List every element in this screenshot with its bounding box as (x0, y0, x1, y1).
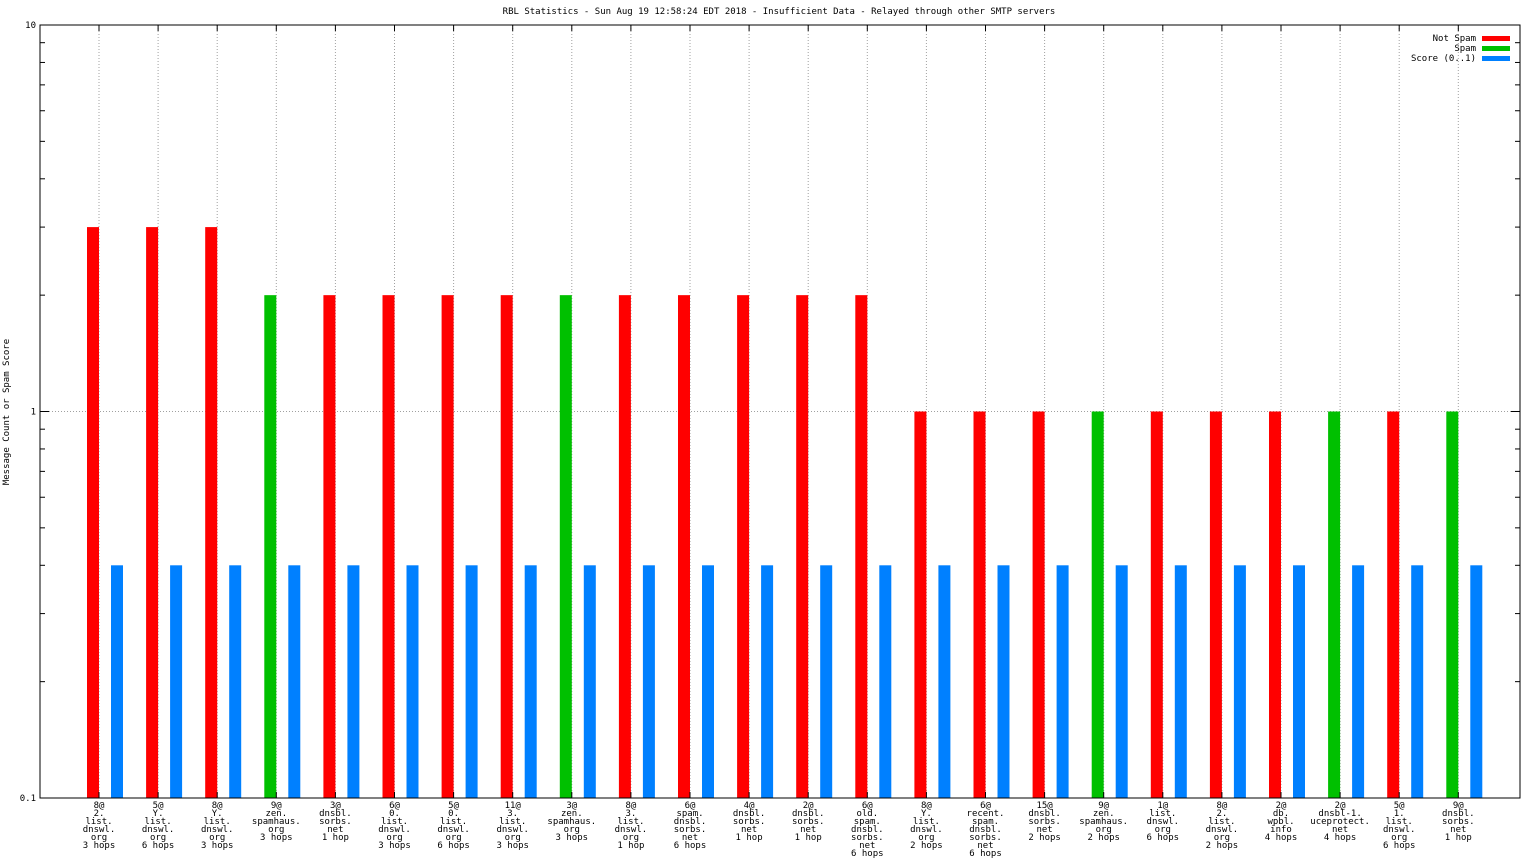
bar-score-0-1-2 (229, 565, 242, 798)
bar-score-0-1-0 (111, 565, 123, 798)
bar-score-0-1-18 (1174, 565, 1187, 798)
x-tick-label: 2@ dnsbl-1. uceprotect. net 4 hops (1310, 801, 1370, 843)
bars (87, 227, 1483, 798)
bar-score-0-1-21 (1352, 565, 1365, 798)
bar-spam-23 (1446, 411, 1459, 798)
legend-swatch (1482, 56, 1510, 61)
x-tick-label: 6@ spam. dnsbl. sorbs. net 6 hops (674, 801, 707, 851)
bar-score-0-1-5 (406, 565, 419, 798)
legend-label: Not Spam (1433, 34, 1476, 44)
x-tick-labels: 8@ 2. list. dnswl. org 3 hops 5@ Y. list. dnswl. o… (83, 801, 1475, 859)
bar-spam-3 (264, 295, 277, 798)
bar-score-0-1-19 (1233, 565, 1246, 798)
bar-spam-21 (1328, 411, 1341, 798)
x-tick-label: 5@ 0. list. dnswl. org 6 hops (437, 801, 470, 851)
bar-score-0-1-4 (347, 565, 360, 798)
x-tick-label: 11@ 3. list. dnswl. org 3 hops (496, 801, 529, 851)
legend-swatch (1482, 36, 1510, 41)
bar-score-0-1-12 (820, 565, 833, 798)
x-tick-label: 3@ dnsbl. sorbs. net 1 hop (319, 801, 352, 843)
x-tick-label: 6@ recent. spam. dnsbl. sorbs. net 6 hops (967, 801, 1005, 859)
bar-score-0-1-22 (1411, 565, 1424, 798)
x-tick-label: 8@ Y. list. dnswl. org 2 hops (910, 801, 943, 851)
bar-not-spam-20 (1269, 411, 1281, 798)
bar-not-spam-2 (205, 227, 218, 798)
bar-score-0-1-15 (997, 565, 1010, 798)
x-tick-label: 8@ Y. list. dnswl. org 3 hops (201, 801, 234, 851)
bar-not-spam-9 (618, 295, 631, 798)
bar-not-spam-4 (323, 295, 336, 798)
bar-score-0-1-17 (1115, 565, 1128, 798)
x-tick-label: 9@ zen. spamhaus. org 2 hops (1079, 801, 1128, 843)
bar-not-spam-11 (737, 295, 750, 798)
bar-not-spam-19 (1209, 411, 1222, 798)
x-tick-label: 5@ 1. list. dnswl. org 6 hops (1383, 801, 1416, 851)
axis-ticks: 0.1 1 10 (20, 21, 1520, 804)
bar-not-spam-16 (1032, 411, 1045, 798)
bar-not-spam-15 (973, 411, 986, 798)
x-tick-label: 8@ 2. list. dnswl. org 3 hops (83, 801, 116, 851)
x-tick-label: 6@ old. spam. dnsbl. sorbs. net 6 hops (851, 801, 884, 859)
x-tick-label: 6@ 0. list. dnswl. org 3 hops (378, 801, 411, 851)
bar-score-0-1-11 (761, 565, 774, 798)
bar-not-spam-12 (796, 295, 809, 798)
chart-title: RBL Statistics - Sun Aug 19 12:58:24 EDT… (503, 7, 1056, 17)
x-tick-label: 8@ 3. list. dnswl. org 1 hop (615, 801, 648, 851)
legend-swatch (1482, 46, 1510, 51)
y-tick-label: 1 (31, 408, 36, 418)
bar-not-spam-5 (382, 295, 395, 798)
x-tick-label: 15@ dnsbl. sorbs. net 2 hops (1028, 801, 1061, 843)
bar-score-0-1-13 (879, 565, 892, 798)
y-tick-label: 10 (25, 21, 36, 31)
bar-not-spam-14 (914, 411, 927, 798)
bar-score-0-1-8 (583, 565, 596, 798)
bar-score-0-1-20 (1293, 565, 1305, 798)
x-tick-label: 5@ Y. list. dnswl. org 6 hops (142, 801, 175, 851)
y-axis-label: Message Count or Spam Score (2, 339, 12, 485)
x-tick-label: 9@ dnsbl. sorbs. net 1 hop (1442, 801, 1475, 843)
legend-label: Spam (1454, 44, 1476, 54)
x-tick-label: 8@ 2. list. dnswl. org 2 hops (1206, 801, 1239, 851)
bar-not-spam-22 (1387, 411, 1400, 798)
x-tick-label: 3@ zen. spamhaus. org 3 hops (547, 801, 596, 843)
bar-spam-8 (559, 295, 572, 798)
bar-score-0-1-1 (170, 565, 183, 798)
bar-score-0-1-23 (1470, 565, 1483, 798)
x-tick-label: 2@ db. wpbl. info 4 hops (1265, 801, 1298, 843)
bar-not-spam-13 (855, 295, 868, 798)
bar-score-0-1-6 (465, 565, 478, 798)
bar-not-spam-1 (146, 227, 159, 798)
bar-spam-17 (1091, 411, 1104, 798)
bar-not-spam-6 (441, 295, 454, 798)
bar-score-0-1-3 (288, 565, 301, 798)
x-tick-label: 2@ dnsbl. sorbs. net 1 hop (792, 801, 825, 843)
bar-not-spam-10 (678, 295, 690, 798)
bar-score-0-1-14 (938, 565, 951, 798)
y-tick-label: 0.1 (20, 794, 36, 804)
bar-not-spam-7 (500, 295, 513, 798)
bar-not-spam-18 (1150, 411, 1163, 798)
bar-score-0-1-10 (702, 565, 714, 798)
x-tick-label: 9@ zen. spamhaus. org 3 hops (252, 801, 301, 843)
x-tick-label: 4@ dnsbl. sorbs. net 1 hop (733, 801, 766, 843)
bar-not-spam-0 (87, 227, 99, 798)
legend-label: Score (0..1) (1411, 54, 1476, 64)
bar-score-0-1-16 (1056, 565, 1069, 798)
bar-score-0-1-7 (524, 565, 537, 798)
x-tick-label: 1@ list. dnswl. org 6 hops (1147, 801, 1180, 843)
bar-score-0-1-9 (642, 565, 655, 798)
